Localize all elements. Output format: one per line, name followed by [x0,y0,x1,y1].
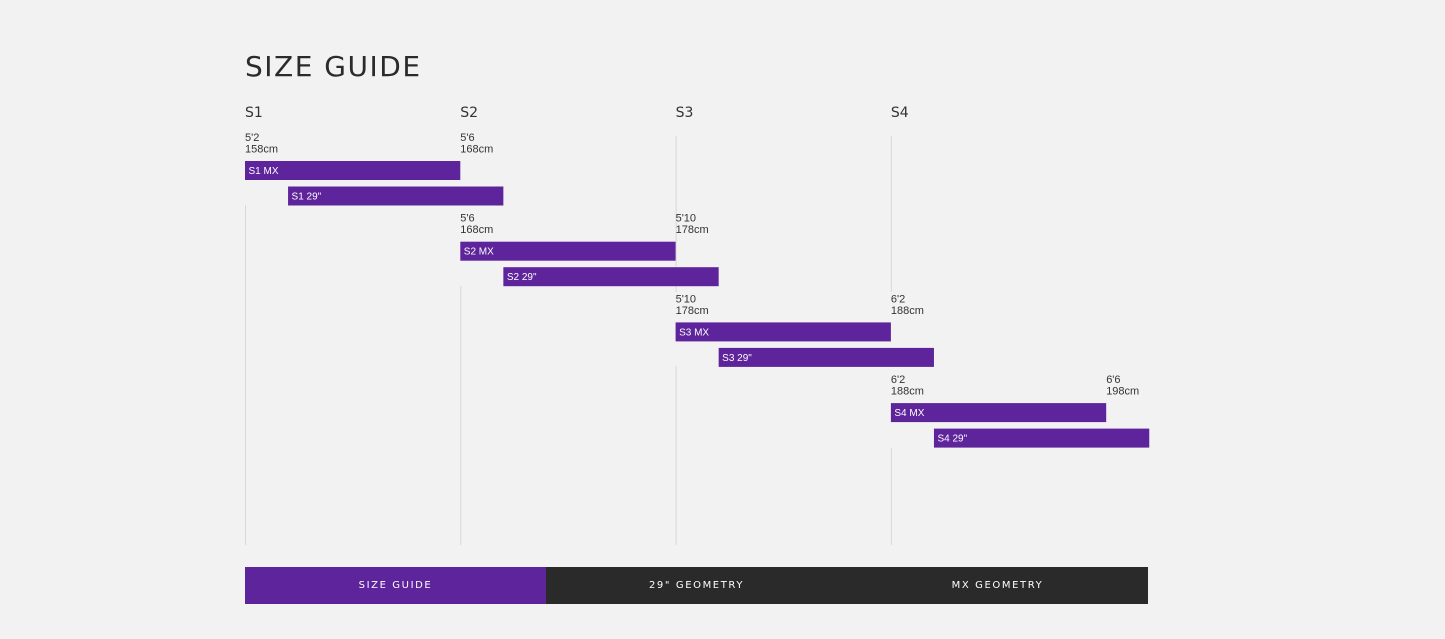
range-start-label: 5'10 [676,293,696,305]
bar-label: S4 29" [937,434,967,445]
bar-label: S1 29" [292,192,322,203]
bar-s1-mx [245,161,461,180]
range-start-label: 6'2 [891,374,905,386]
tab-29-geometry[interactable]: 29" GEOMETRY [546,567,847,604]
range-start-label: 5'6 [460,213,474,225]
range-start-label: 188cm [891,386,924,398]
bar-label: S4 MX [894,408,924,419]
tab-bar: SIZE GUIDE 29" GEOMETRY MX GEOMETRY [245,567,1148,604]
column-label-s1: S1 [245,105,263,121]
range-end-label: 198cm [1106,386,1139,398]
range-end-label: 6'6 [1106,374,1120,386]
bar-label: S2 MX [464,247,494,258]
range-start-label: 5'2 [245,132,259,144]
range-start-label: 158cm [245,144,278,156]
tab-size-guide[interactable]: SIZE GUIDE [245,567,546,604]
bar-label: S2 29" [507,272,537,283]
range-start-label: 178cm [676,305,709,317]
range-start-label: 168cm [460,224,493,236]
bar-label: S1 MX [249,166,279,177]
bar-s2-29 [503,267,719,287]
size-column-labels: S1 S2 S3 S4 [245,105,909,121]
bar-s2-mx [460,241,676,261]
tab-mx-geometry[interactable]: MX GEOMETRY [847,567,1148,604]
bar-label: S3 29" [722,353,752,364]
range-end-label: 5'10 [676,213,696,225]
bar-s3-29 [718,347,934,367]
gridlines [245,136,892,545]
range-end-label: 5'6 [460,132,474,144]
column-label-s4: S4 [891,105,909,121]
page-title: SIZE GUIDE [245,50,422,83]
range-end-label: 188cm [891,305,924,317]
bar-s4-mx [890,403,1107,423]
bar-s3-mx [675,322,891,342]
bar-label: S3 MX [679,327,709,338]
column-label-s3: S3 [676,105,694,121]
range-end-label: 178cm [676,224,709,236]
bar-s4-29 [933,428,1150,448]
bar-s1-29 [288,186,504,206]
column-label-s2: S2 [460,105,478,121]
range-end-label: 168cm [460,144,493,156]
range-end-label: 6'2 [891,293,905,305]
